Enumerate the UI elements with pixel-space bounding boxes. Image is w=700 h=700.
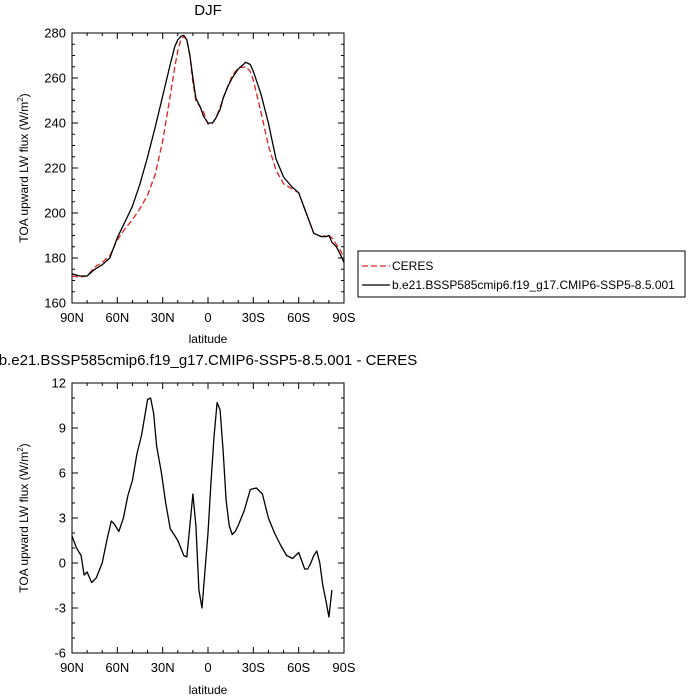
bottom-chart-frame xyxy=(71,382,345,654)
bottom-chart-title: b.e21.BSSP585cmip6.f19_g17.CMIP6-SSP5-8.… xyxy=(0,352,417,369)
top-chart-legend: CERES b.e21.BSSP585cmip6.f19_g17.CMIP6-S… xyxy=(357,250,686,298)
top-chart-title: DJF xyxy=(194,2,222,19)
x-tick-label: 30S xyxy=(242,660,265,675)
top-chart-frame xyxy=(71,32,345,304)
x-tick-label: 30N xyxy=(151,660,175,675)
top-chart-panel: DJF TOA upward LW flux (W/m2) 90N 60N 30N 0… xyxy=(16,2,356,346)
top-chart-ylabel: TOA upward LW flux (W/m2) xyxy=(16,93,31,242)
y-tick-label: 160 xyxy=(44,296,66,311)
bottom-chart-panel: b.e21.BSSP585cmip6.f19_g17.CMIP6-SSP5-8.… xyxy=(0,352,417,697)
series-line-difference xyxy=(72,397,333,618)
x-tick-label: 30N xyxy=(151,310,175,325)
y-tick-label: 9 xyxy=(59,421,66,436)
y-axis-label-text: TOA upward LW flux (W/m2) xyxy=(16,443,31,592)
x-tick-label: 90N xyxy=(60,660,84,675)
y-tick-label: 280 xyxy=(44,26,66,41)
y-tick-label: 260 xyxy=(44,71,66,86)
x-tick-label: 90S xyxy=(332,310,355,325)
x-tick-label: 30S xyxy=(242,310,265,325)
x-tick-label: 60S xyxy=(287,310,310,325)
y-tick-label: 180 xyxy=(44,251,66,266)
bottom-chart-xlabel: latitude xyxy=(189,683,228,697)
legend-label-model: b.e21.BSSP585cmip6.f19_g17.CMIP6-SSP5-8.… xyxy=(392,278,675,292)
x-tick-label: 60S xyxy=(287,660,310,675)
x-tick-label: 90N xyxy=(60,310,84,325)
y-tick-label: -6 xyxy=(54,646,66,661)
x-tick-label: 60N xyxy=(105,660,129,675)
y-tick-label: 3 xyxy=(59,511,66,526)
legend-box xyxy=(357,250,686,298)
y-tick-label: -3 xyxy=(54,601,66,616)
y-tick-label: 240 xyxy=(44,116,66,131)
series-line-ceres xyxy=(72,35,344,278)
top-chart-xlabel: latitude xyxy=(189,332,228,346)
y-tick-label: 220 xyxy=(44,161,66,176)
series-line-b-e21-bssp585cmip6-f19-g17-cmi xyxy=(72,34,344,277)
y-tick-label: 12 xyxy=(52,376,66,391)
y-tick-label: 200 xyxy=(44,206,66,221)
x-tick-label: 0 xyxy=(204,660,211,675)
x-tick-label: 90S xyxy=(332,660,355,675)
x-tick-label: 60N xyxy=(105,310,129,325)
x-tick-label: 0 xyxy=(204,310,211,325)
bottom-chart-ylabel: TOA upward LW flux (W/m2) xyxy=(16,443,31,592)
y-axis-label-text: TOA upward LW flux (W/m2) xyxy=(16,93,31,242)
legend-label-ceres: CERES xyxy=(392,259,433,273)
y-tick-label: 6 xyxy=(59,466,66,481)
y-tick-label: 0 xyxy=(59,556,66,571)
